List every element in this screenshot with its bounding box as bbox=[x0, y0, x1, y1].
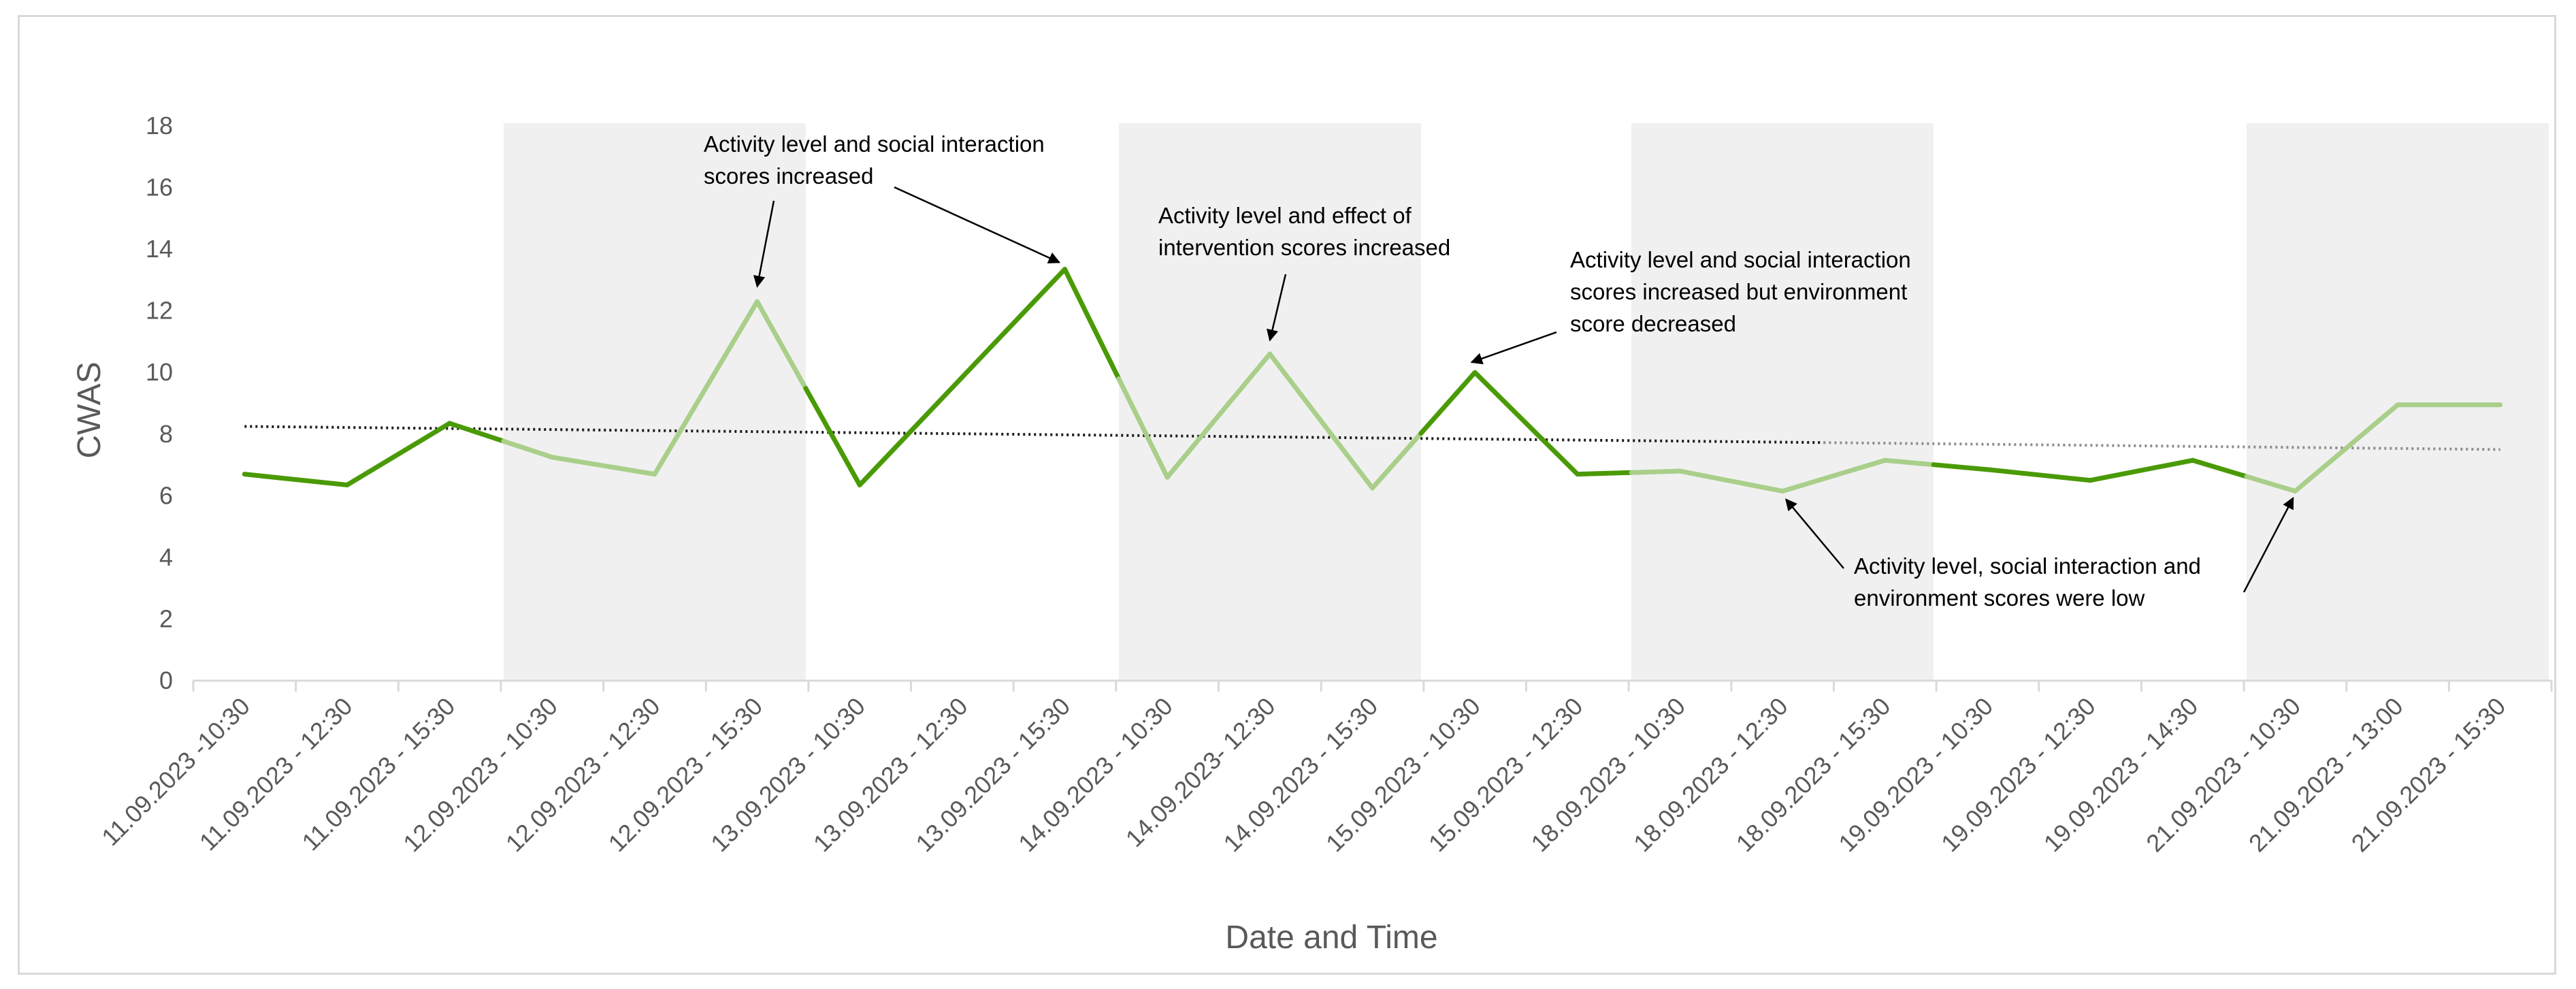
series-line-segment bbox=[1575, 470, 1634, 477]
series-line-segment bbox=[242, 472, 350, 487]
y-tick-label: 0 bbox=[159, 666, 173, 694]
annotation-text: Activity level and social interaction sco… bbox=[704, 131, 1045, 189]
shaded-band bbox=[503, 123, 806, 681]
series-line-segment bbox=[1418, 370, 1478, 436]
annotation-arrow bbox=[753, 200, 775, 288]
chart-frame: 11.09.2023 -10:30 11.09.2023 - 12:30 11.09… bbox=[18, 15, 2556, 975]
series-line-segment bbox=[344, 421, 453, 487]
series-line-segment bbox=[755, 299, 809, 391]
series-line-segment bbox=[2244, 474, 2298, 494]
series-line-segment bbox=[2190, 457, 2249, 479]
shaded-band bbox=[1118, 123, 1421, 681]
trendline bbox=[1823, 441, 2500, 451]
annotation-arrow bbox=[1470, 331, 1557, 365]
series-line-segment bbox=[447, 421, 506, 444]
series-line-segment bbox=[2087, 457, 2196, 483]
annotation-arrow bbox=[1784, 498, 1844, 569]
y-tick-label: 4 bbox=[159, 543, 173, 571]
series-line-segment bbox=[1267, 351, 1375, 491]
y-tick-label: 10 bbox=[146, 358, 173, 386]
series-line-segment bbox=[1931, 462, 1990, 472]
annotation-arrow bbox=[2243, 496, 2294, 593]
annotation-text: Activity level and effect of intervention… bbox=[1158, 203, 1450, 260]
trendline bbox=[244, 425, 1824, 444]
series-line-segment bbox=[1882, 457, 1936, 468]
series-line-segment bbox=[2292, 402, 2400, 494]
annotation-arrow bbox=[894, 186, 1061, 263]
y-axis-title: CWAS bbox=[71, 361, 108, 458]
series-line-segment bbox=[960, 267, 1068, 380]
series-line-segment bbox=[1472, 370, 1580, 477]
y-tick-label: 16 bbox=[146, 174, 173, 201]
y-tick-label: 6 bbox=[159, 481, 173, 509]
y-tick-label: 14 bbox=[146, 235, 173, 263]
series-line-segment bbox=[1629, 468, 1682, 475]
series-line-segment bbox=[549, 455, 657, 477]
series-line-segment bbox=[1062, 267, 1122, 381]
shaded-band bbox=[1631, 123, 1934, 681]
y-tick-label: 2 bbox=[159, 604, 173, 632]
series-line-segment bbox=[652, 299, 760, 477]
shaded-band bbox=[2247, 123, 2549, 681]
series-line-segment bbox=[1164, 351, 1273, 480]
series-line-segment bbox=[857, 374, 965, 487]
annotation-text: Activity level, social interaction and en… bbox=[1854, 553, 2201, 611]
annotation-text: Activity level and social interaction sco… bbox=[1570, 247, 1911, 336]
y-tick-label: 12 bbox=[146, 297, 173, 325]
series-line-segment bbox=[1116, 376, 1170, 480]
series-line-segment bbox=[1677, 468, 1785, 494]
annotation-arrow bbox=[1266, 274, 1287, 342]
series-line-segment bbox=[803, 386, 862, 487]
series-line-segment bbox=[1985, 467, 2093, 483]
y-tick-label: 8 bbox=[159, 420, 173, 448]
series-line-segment bbox=[1780, 457, 1888, 494]
series-line-segment bbox=[1370, 431, 1424, 491]
x-axis-title: Date and Time bbox=[1225, 920, 1437, 956]
series-line-segment bbox=[501, 438, 555, 460]
y-tick-label: 18 bbox=[146, 112, 173, 140]
